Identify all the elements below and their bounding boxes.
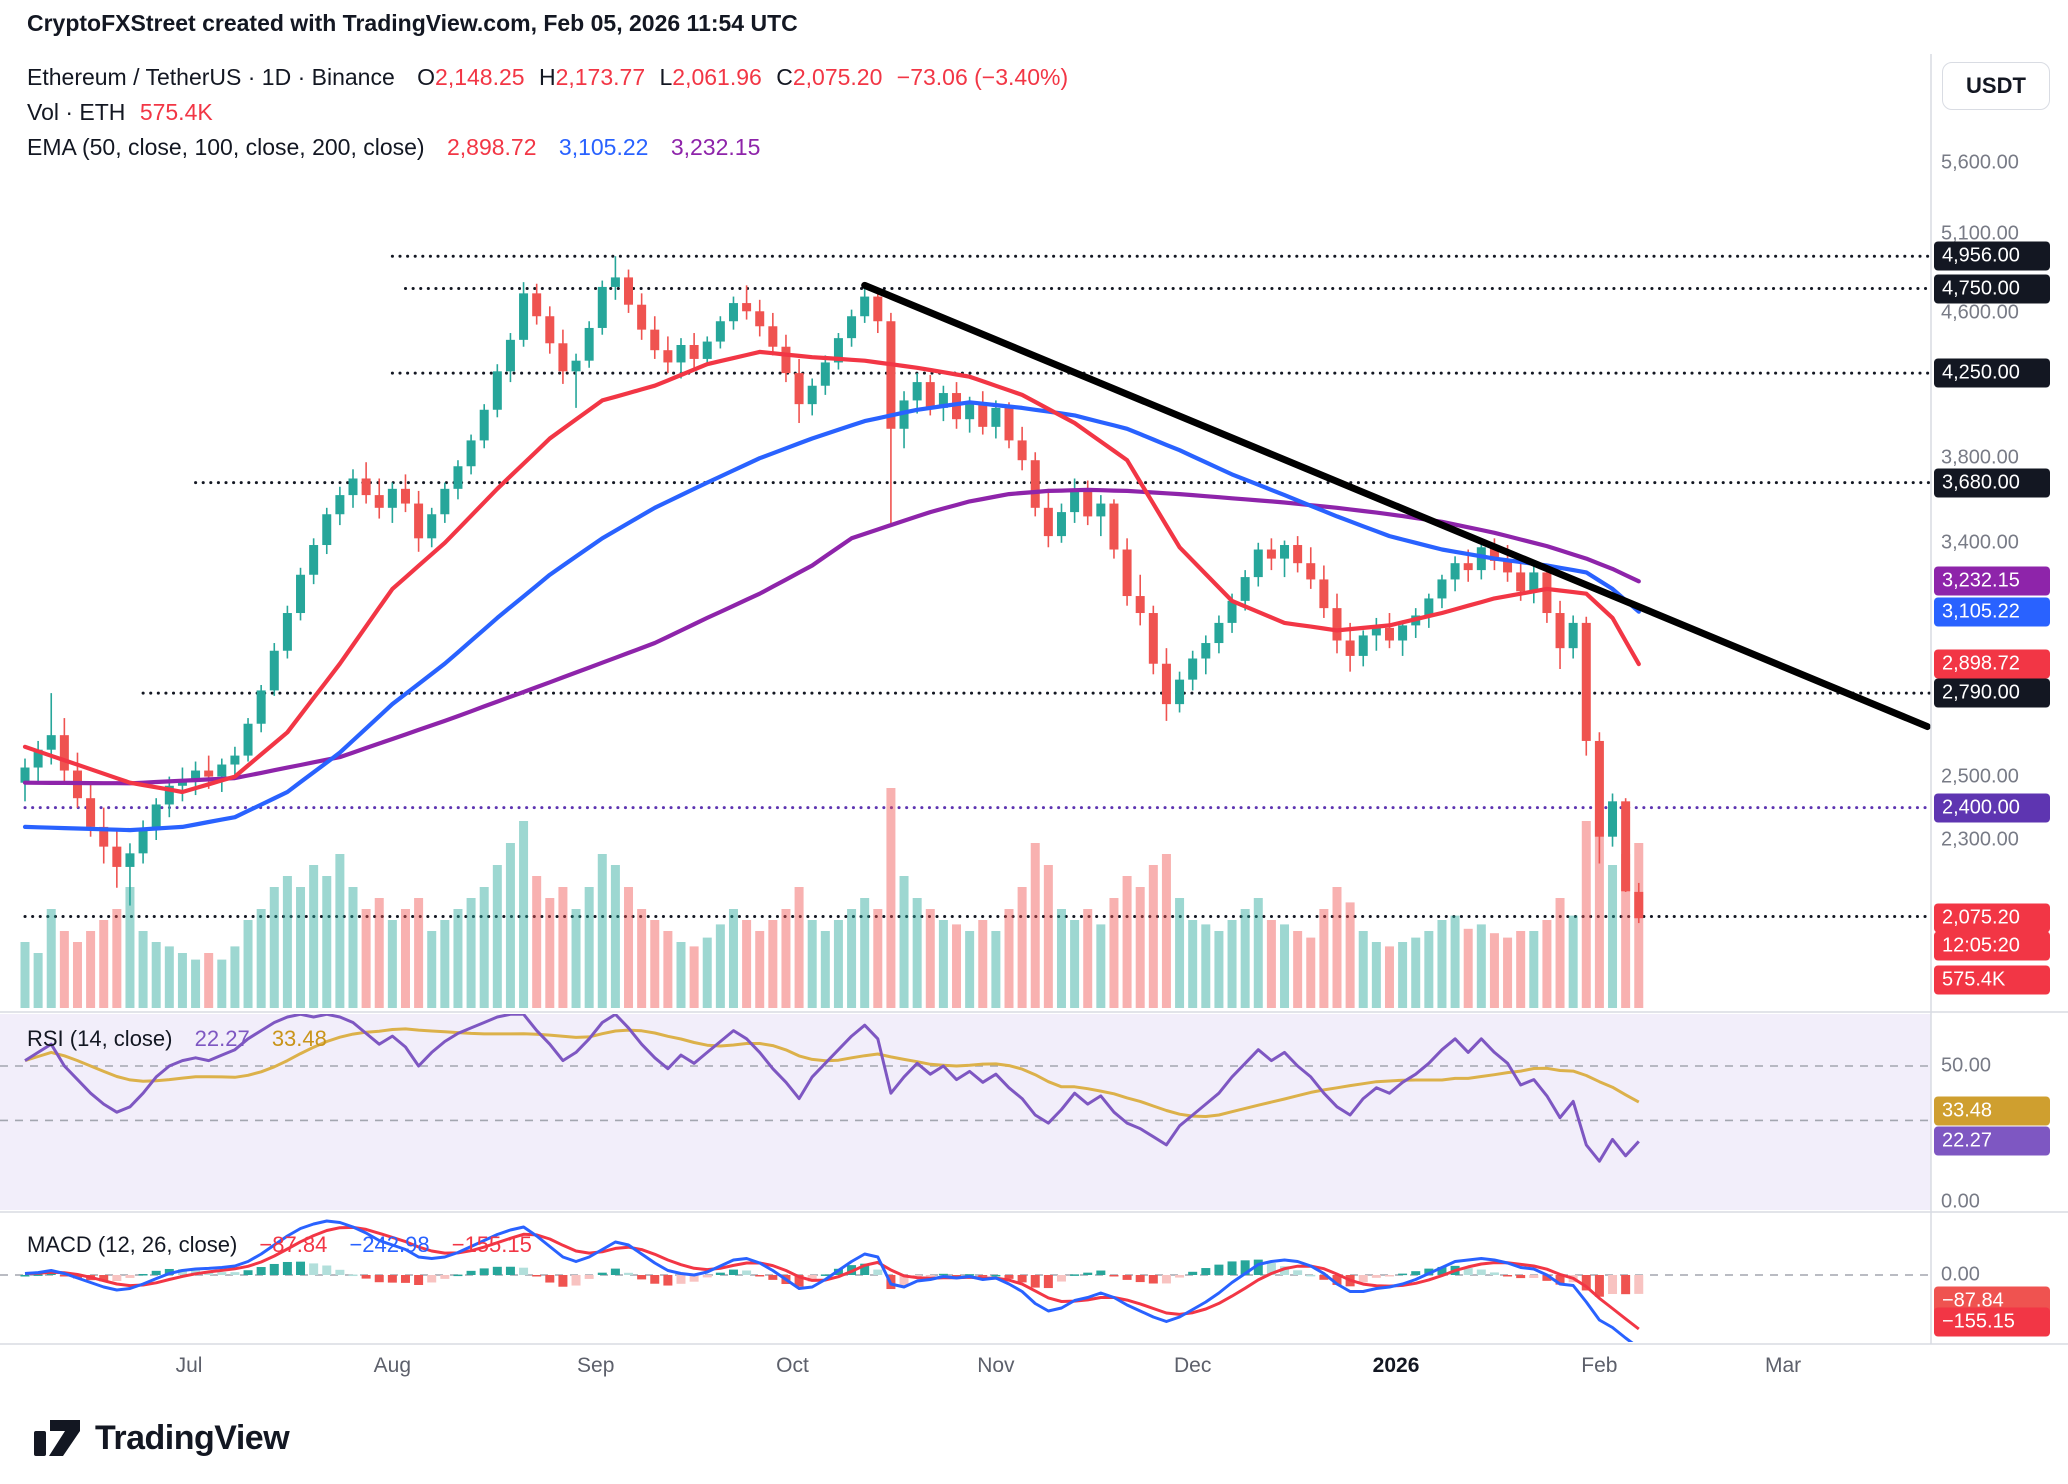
rsi-value-badge: 33.48 xyxy=(1934,1096,2050,1126)
tradingview-logo[interactable]: TradingView xyxy=(33,1418,290,1458)
current-price-badge: 2,075.20 xyxy=(1934,903,2050,933)
ohlc-high-label: H xyxy=(538,64,556,90)
macd-line xyxy=(24,1219,1634,1342)
price-tick: 2,500.00 xyxy=(1941,765,2019,788)
ema-100-line xyxy=(22,400,1641,833)
price-level-badge: 3,232.15 xyxy=(1934,566,2050,596)
page-title: CryptoFXStreet created with TradingView.… xyxy=(27,10,798,36)
symbol-legend: Ethereum / TetherUS · 1D · Binance O2,14… xyxy=(27,60,1068,165)
ema-indicator-label[interactable]: EMA (50, close, 100, close, 200, close) xyxy=(27,134,425,160)
main-pane xyxy=(20,254,1931,1008)
symbol-title[interactable]: Ethereum / TetherUS · 1D · Binance xyxy=(27,64,395,90)
ohlc-change-value: −73.06 (−3.40%) xyxy=(896,64,1069,90)
rsi-tick: 0.00 xyxy=(1941,1190,1980,1213)
price-level-badge: 3,105.22 xyxy=(1934,597,2050,627)
time-axis[interactable]: Jul Aug Sep Oct Nov Dec 2026 Feb Mar xyxy=(0,1346,2068,1390)
rsi-value-badge: 22.27 xyxy=(1934,1126,2050,1156)
ema-200-line xyxy=(22,487,1641,786)
tradingview-logo-icon xyxy=(34,1420,80,1456)
macd-signal-line xyxy=(24,1225,1640,1331)
rsi-indicator-label[interactable]: RSI (14, close) xyxy=(27,1026,173,1051)
macd-signal-value: −155.15 xyxy=(451,1232,532,1257)
symbol-legend-row-1: Ethereum / TetherUS · 1D · Binance O2,14… xyxy=(27,60,1068,95)
volume-value: 575.4K xyxy=(139,99,213,125)
time-axis-label: Oct xyxy=(776,1354,809,1377)
rsi-value: 22.27 xyxy=(194,1026,250,1051)
symbol-legend-row-3: EMA (50, close, 100, close, 200, close) … xyxy=(27,130,1068,165)
symbol-legend-row-2: Vol · ETH 575.4K xyxy=(27,95,1068,130)
time-axis-label: Mar xyxy=(1764,1354,1802,1377)
price-tick: 5,600.00 xyxy=(1941,151,2019,174)
price-tick: 5,100.00 xyxy=(1941,222,2019,245)
rsi-line xyxy=(24,1014,1640,1163)
macd-value-badge: −155.15 xyxy=(1934,1307,2050,1337)
volume-label[interactable]: Vol · ETH xyxy=(27,99,126,125)
time-axis-label: Jul xyxy=(175,1354,203,1377)
price-tick: 3,400.00 xyxy=(1941,531,2019,554)
rsi-legend: RSI (14, close) 22.27 33.48 xyxy=(27,1026,327,1052)
countdown-badge: 12:05:20 xyxy=(1934,931,2050,961)
trendline xyxy=(861,281,1931,731)
price-level-badge: 2,790.00 xyxy=(1934,678,2050,708)
macd-tick: 0.00 xyxy=(1941,1263,1980,1286)
price-level-badge: 2,898.72 xyxy=(1934,649,2050,679)
price-tick: 4,600.00 xyxy=(1941,301,2019,324)
time-axis-label: Nov xyxy=(977,1354,1015,1377)
rsi-ma-value: 33.48 xyxy=(271,1026,327,1051)
time-axis-label: Dec xyxy=(1173,1354,1212,1377)
macd-line-value: −242.98 xyxy=(349,1232,430,1257)
candlestick-series xyxy=(20,256,1644,924)
time-axis-label: 2026 xyxy=(1372,1354,1420,1377)
price-level-badge: 2,400.00 xyxy=(1934,793,2050,823)
price-tick: 3,800.00 xyxy=(1941,446,2019,469)
macd-hist-value: −87.84 xyxy=(259,1232,328,1257)
rsi-tick: 50.00 xyxy=(1941,1054,1992,1077)
volume-series xyxy=(20,788,1644,1008)
time-axis-label: Sep xyxy=(577,1354,615,1377)
tradingview-logo-text: TradingView xyxy=(95,1418,290,1457)
current-volume-badge: 575.4K xyxy=(1934,965,2050,995)
macd-pane xyxy=(0,1219,1931,1342)
ohlc-close-value: 2,075.20 xyxy=(792,64,883,90)
rsi-ma-line xyxy=(24,1027,1640,1118)
price-level-badge: 3,680.00 xyxy=(1934,468,2050,498)
time-axis-label: Aug xyxy=(373,1354,412,1377)
ema200-value: 3,232.15 xyxy=(670,134,761,160)
ohlc-high-value: 2,173.77 xyxy=(555,64,646,90)
ohlc-low-label: L xyxy=(659,64,673,90)
price-level-badge: 4,250.00 xyxy=(1934,358,2050,388)
macd-legend: MACD (12, 26, close) −87.84 −242.98 −155… xyxy=(27,1232,532,1258)
ohlc-open-value: 2,148.25 xyxy=(435,64,525,90)
currency-toggle-button[interactable]: USDT xyxy=(1942,62,2050,110)
price-level-badge: 4,750.00 xyxy=(1934,274,2050,304)
price-tick: 2,300.00 xyxy=(1941,828,2019,851)
rsi-pane-background xyxy=(0,1014,1931,1210)
ohlc-low-value: 2,061.96 xyxy=(672,64,762,90)
ohlc-open-label: O xyxy=(417,64,436,90)
rsi-pane xyxy=(0,1014,1931,1163)
ohlc-close-label: C xyxy=(776,64,793,90)
price-level-badge: 4,956.00 xyxy=(1934,241,2050,271)
price-axis[interactable]: 5,600.00 5,100.00 4,600.00 3,800.00 3,400.00… xyxy=(1931,0,2068,1484)
ema-50-line xyxy=(22,349,1641,795)
ema50-value: 2,898.72 xyxy=(446,134,537,160)
time-axis-label: Feb xyxy=(1581,1354,1618,1377)
ema100-value: 3,105.22 xyxy=(558,134,649,160)
macd-indicator-label[interactable]: MACD (12, 26, close) xyxy=(27,1232,238,1257)
